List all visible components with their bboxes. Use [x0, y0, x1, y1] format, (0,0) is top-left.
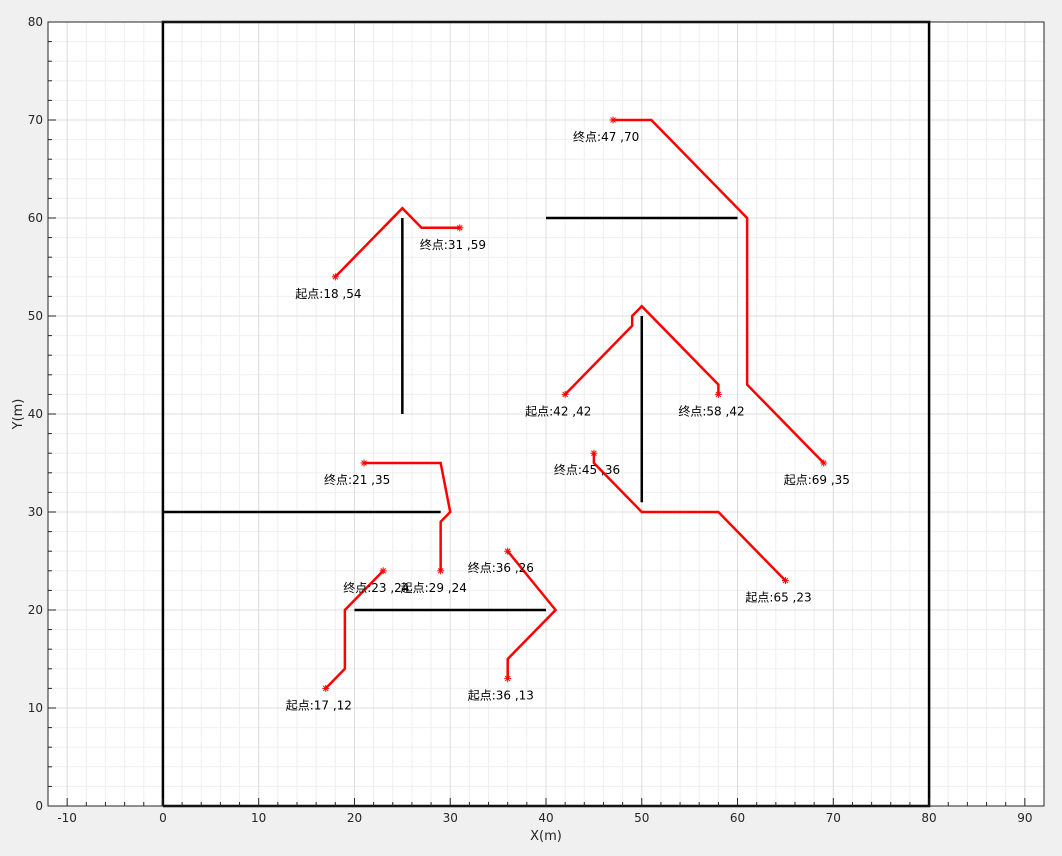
label-layer: 起点:18 ,54 终点:31 ,59 终点:47 ,70 起点:69 ,35 起点:4…: [286, 129, 850, 712]
point-label: 终点:36 ,26: [468, 560, 534, 575]
endpoint-marker: [590, 449, 598, 457]
marker-stroke: [322, 685, 329, 692]
x-tick-label: 20: [347, 811, 362, 825]
x-tick-label: 70: [826, 811, 841, 825]
marker-stroke: [361, 460, 367, 466]
endpoint-marker: [504, 547, 512, 555]
y-tick-labels: 0 10 20 30 40 50 60 70 80: [28, 15, 43, 813]
endpoint-marker: [379, 567, 387, 575]
path-line: [592, 453, 787, 582]
marker-stroke: [715, 391, 722, 398]
marker-stroke: [820, 460, 827, 466]
y-tick-label: 60: [28, 211, 43, 225]
x-axis-label: X(m): [530, 829, 562, 844]
point-label: 起点:42 ,42: [525, 404, 591, 418]
point-label: 终点:47 ,70: [573, 129, 639, 144]
path-line: [506, 550, 558, 679]
point-label: 起点:29 ,24: [401, 581, 467, 595]
y-tick-label: 70: [28, 113, 43, 127]
marker-stroke: [562, 391, 568, 398]
marker-stroke: [332, 273, 339, 280]
endpoint-marker: [609, 116, 617, 124]
path-line: [334, 206, 460, 278]
endpoint-marker: [561, 390, 569, 398]
y-tick-label: 0: [35, 799, 43, 813]
point-label: 终点:21 ,35: [324, 472, 390, 487]
marker-stroke: [591, 450, 597, 457]
x-tick-label: 40: [538, 811, 553, 825]
marker-stroke: [504, 548, 511, 555]
point-label: 终点:58 ,42: [678, 403, 744, 418]
endpoint-marker: [714, 390, 722, 398]
y-tick-label: 20: [28, 603, 43, 617]
point-label: 终点:23 ,24: [343, 580, 409, 595]
x-tick-label: 10: [251, 811, 266, 825]
endpoint-marker: [437, 567, 445, 575]
x-tick-label: 30: [443, 811, 458, 825]
x-tick-label: 50: [634, 811, 649, 825]
x-tick-label: -10: [57, 811, 77, 825]
path-line: [364, 461, 452, 571]
point-label: 起点:69 ,35: [784, 473, 850, 487]
endpoint-marker: [820, 459, 828, 467]
x-tick-label: 80: [921, 811, 936, 825]
marker-layer: [322, 116, 828, 692]
point-label: 起点:17 ,12: [286, 698, 352, 712]
marker-stroke: [457, 224, 463, 231]
path-layer: [324, 118, 825, 690]
point-label: 终点:31 ,59: [420, 237, 486, 252]
endpoint-marker: [456, 224, 464, 232]
marker-stroke: [782, 577, 789, 584]
endpoint-marker: [322, 684, 330, 692]
obstacle-layer: [162, 216, 738, 612]
endpoint-marker: [331, 273, 339, 281]
y-tick-label: 30: [28, 505, 43, 519]
endpoint-marker: [360, 459, 368, 467]
y-tick-label: 10: [28, 701, 43, 715]
y-axis-label: Y(m): [11, 399, 26, 431]
marker-stroke: [437, 567, 444, 574]
point-label: 起点:65 ,23: [745, 591, 811, 605]
marker-stroke: [610, 117, 616, 123]
y-tick-label: 40: [28, 407, 43, 421]
endpoint-marker: [504, 675, 512, 683]
x-tick-label: 90: [1017, 811, 1032, 825]
marker-stroke: [504, 675, 511, 682]
endpoint-marker: [781, 577, 789, 585]
path-line: [564, 304, 720, 396]
x-tick-label: 60: [730, 811, 745, 825]
x-tick-labels: -10 0 10 20 30 40 50 60 70 80 90: [57, 811, 1032, 825]
path-line: [613, 118, 825, 464]
point-label: 起点:18 ,54: [295, 287, 361, 301]
y-tick-label: 50: [28, 309, 43, 323]
x-tick-label: 0: [159, 811, 167, 825]
tick-layer: [48, 21, 1045, 807]
point-label: 终点:45 ,36: [554, 462, 620, 477]
point-label: 起点:36 ,13: [468, 689, 534, 703]
marker-stroke: [380, 567, 386, 574]
path-line: [324, 569, 385, 690]
y-tick-label: 80: [28, 15, 43, 29]
